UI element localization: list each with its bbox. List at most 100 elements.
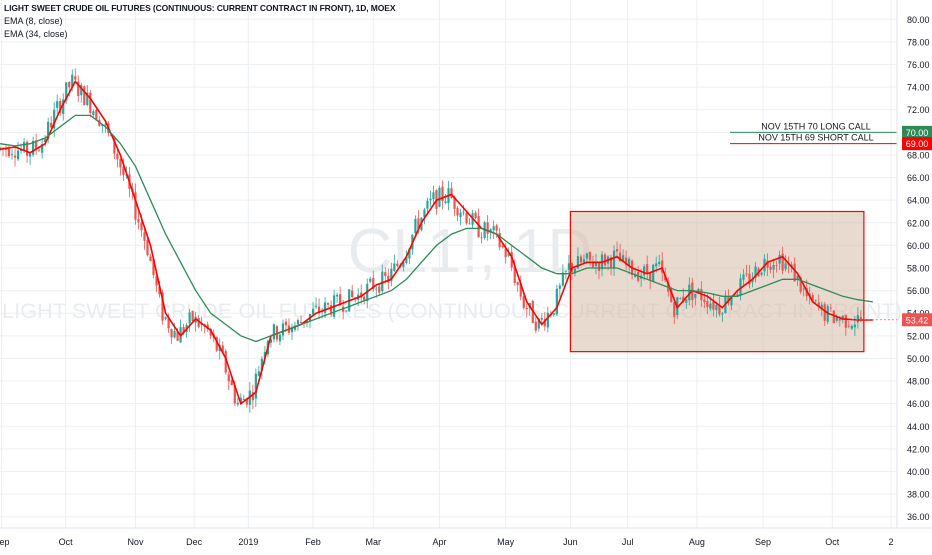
candle-body	[47, 121, 50, 140]
candle-body	[363, 296, 366, 302]
time-tick-label: Dec	[186, 537, 203, 547]
candle-body	[7, 148, 11, 157]
candle-body	[62, 99, 65, 114]
candle-body	[453, 196, 456, 209]
candle-body	[263, 352, 266, 359]
chart-title: LIGHT SWEET CRUDE OIL FUTURES (CONTINUOU…	[4, 3, 396, 13]
candle-body	[393, 263, 396, 271]
candle-body	[480, 237, 483, 239]
candle-body	[272, 324, 276, 340]
ema-lines	[0, 80, 873, 406]
candle-body	[624, 257, 628, 265]
candle-body	[224, 351, 227, 373]
candle-body	[423, 209, 426, 218]
candle-body	[564, 270, 567, 272]
candle-body	[158, 286, 161, 295]
candle-body	[29, 153, 32, 157]
time-tick-label: 2019	[238, 537, 258, 547]
candle-body	[492, 226, 495, 231]
candle-body	[462, 211, 465, 213]
candle-body	[284, 321, 288, 326]
candle-body	[384, 272, 387, 277]
time-tick-label: Jun	[563, 537, 578, 547]
short-call-label: NOV 15TH 69 SHORT CALL	[758, 133, 873, 143]
candle-body	[685, 299, 688, 303]
candle-body	[519, 282, 522, 297]
candle-body	[718, 304, 721, 315]
candle-body	[188, 312, 191, 324]
candle-body	[242, 398, 245, 400]
candle-body	[16, 150, 20, 160]
ema-8-line	[0, 80, 873, 406]
candle-body	[227, 374, 230, 382]
candle-body	[372, 277, 375, 289]
candle-body	[561, 272, 564, 286]
candle-body	[739, 278, 742, 296]
time-tick-label: Sep	[0, 537, 10, 547]
candle-body	[835, 317, 838, 321]
candle-body	[360, 292, 363, 298]
candle-body	[71, 74, 74, 88]
candle-body	[525, 307, 528, 310]
candle-body	[775, 265, 778, 266]
candle-body	[381, 271, 384, 292]
candle-body	[594, 262, 598, 267]
candle-body	[507, 253, 510, 256]
candle-body	[182, 326, 185, 333]
time-tick-label: May	[497, 537, 515, 547]
candle-body	[754, 266, 757, 278]
candle-body	[408, 248, 411, 259]
candle-body	[522, 296, 525, 308]
price-tick-label: 66.00	[907, 173, 930, 183]
candle-body	[486, 222, 489, 234]
candle-body	[239, 397, 242, 403]
candle-body	[820, 304, 823, 310]
horizontal-lines[interactable]: NOV 15TH 70 LONG CALL NOV 15TH 69 SHORT C…	[730, 121, 897, 145]
long-call-label: NOV 15TH 70 LONG CALL	[761, 121, 871, 131]
candle-body	[573, 268, 577, 274]
candle-body	[847, 325, 850, 327]
candle-body	[32, 140, 35, 155]
candle-body	[441, 186, 444, 202]
candle-body	[802, 288, 805, 290]
price-axis[interactable]: 36.00 38.00 40.00 42.00 44.00 46.00 48.00 50.00…	[896, 0, 930, 528]
candle-body	[534, 321, 537, 331]
candle-body	[736, 294, 739, 297]
price-tick-label: 62.00	[907, 218, 930, 228]
candle-body	[853, 324, 856, 328]
candle-body	[784, 263, 787, 270]
candle-body	[59, 101, 62, 113]
highlight-box[interactable]	[569, 210, 865, 353]
candle-body	[170, 329, 173, 338]
candle-body	[402, 262, 405, 267]
candle-body	[829, 307, 832, 309]
candle-body	[585, 253, 589, 259]
price-tag-bg	[902, 137, 932, 151]
candle-body	[859, 317, 862, 321]
candle-body	[670, 289, 673, 302]
ema-34-line	[0, 114, 873, 343]
candle-body	[429, 198, 432, 201]
candle-body	[588, 251, 592, 261]
candle-body	[25, 141, 29, 156]
candle-body	[104, 124, 107, 126]
time-axis[interactable]: Sep Oct Nov Dec 2019 Feb Mar Apr May Jun Jul Aug Sep…	[0, 527, 932, 547]
candle-body	[375, 288, 378, 290]
candle-body	[715, 304, 718, 311]
candle-body	[116, 153, 119, 160]
candle-body	[537, 318, 540, 329]
candle-body	[778, 254, 781, 264]
candle-body	[621, 255, 625, 262]
candle-body	[618, 252, 622, 262]
price-tag-70: 70.00	[906, 128, 929, 138]
candle-body	[790, 264, 793, 267]
candle-body	[209, 328, 212, 336]
candle-body	[649, 272, 652, 281]
candle-body	[65, 82, 68, 101]
price-tick-label: 76.00	[907, 60, 930, 70]
candle-body	[609, 257, 613, 268]
candle-body	[230, 379, 233, 386]
candle-body	[748, 273, 751, 285]
